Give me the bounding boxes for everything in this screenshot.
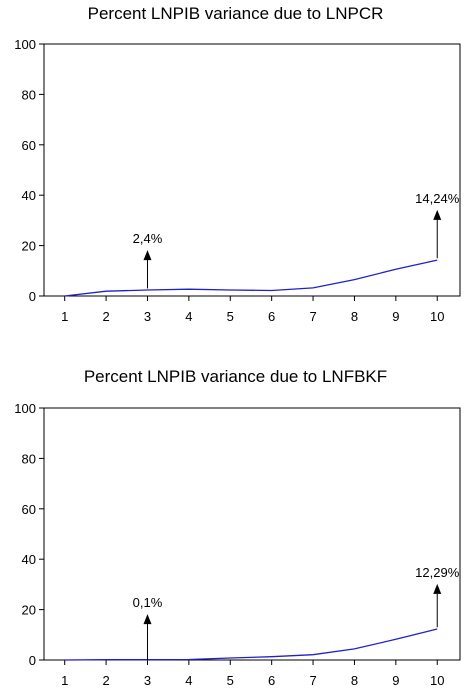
- annotation-label: 12,29%: [415, 565, 460, 580]
- y-tick-label: 80: [22, 87, 36, 102]
- x-tick-label: 3: [144, 309, 151, 324]
- x-tick-label: 5: [227, 309, 234, 324]
- y-tick-label: 100: [14, 37, 36, 52]
- annotation-arrow-head: [433, 583, 442, 594]
- chart-title-lnfbkf: Percent LNPIB variance due to LNFBKF: [83, 367, 388, 386]
- series-line: [64, 628, 438, 661]
- y-tick-label: 80: [22, 451, 36, 466]
- y-tick-label: 60: [22, 138, 36, 153]
- annotation-label: 14,24%: [415, 191, 460, 206]
- line-chart-lnpcr: 0 20 40 60 80 100 1 2 3 4 5 6 7 8 9 10 2,4% 14,24%: [14, 37, 461, 324]
- annotation-label: 0,1%: [133, 595, 163, 610]
- plot-frame: [43, 407, 461, 661]
- x-tick-label: 9: [392, 309, 399, 324]
- plot-frame: [43, 43, 461, 297]
- x-tick-label: 8: [351, 309, 358, 324]
- x-tick-label: 7: [309, 309, 316, 324]
- annotation-arrow-head: [433, 209, 442, 220]
- x-tick-label: 10: [430, 673, 444, 688]
- x-tick-label: 4: [185, 673, 192, 688]
- y-tick-label: 40: [22, 188, 36, 203]
- x-tick-label: 7: [309, 673, 316, 688]
- x-tick-label: 2: [102, 673, 109, 688]
- annotation-arrow-head: [143, 250, 152, 261]
- x-tick-label: 10: [430, 309, 444, 324]
- y-tick-label: 60: [22, 502, 36, 517]
- x-tick-label: 4: [185, 309, 192, 324]
- x-tick-label: 6: [268, 309, 275, 324]
- x-tick-label: 8: [351, 673, 358, 688]
- y-tick-label: 0: [29, 289, 36, 304]
- x-tick-label: 1: [61, 673, 68, 688]
- x-tick-label: 1: [61, 309, 68, 324]
- annotation-arrow-head: [143, 614, 152, 625]
- x-tick-label: 6: [268, 673, 275, 688]
- chart-title-lnpcr: Percent LNPIB variance due to LNPCR: [87, 4, 384, 23]
- y-tick-label: 40: [22, 552, 36, 567]
- y-tick-label: 20: [22, 603, 36, 618]
- y-tick-label: 0: [29, 653, 36, 668]
- x-tick-label: 3: [144, 673, 151, 688]
- x-tick-label: 2: [102, 309, 109, 324]
- series-line: [64, 259, 438, 297]
- line-chart-lnfbkf: 0 20 40 60 80 100 1 2 3 4 5 6 7 8 9 10 0,1% 12,29%: [14, 401, 461, 688]
- annotation-label: 2,4%: [133, 231, 163, 246]
- x-tick-label: 9: [392, 673, 399, 688]
- x-tick-label: 5: [227, 673, 234, 688]
- y-tick-label: 100: [14, 401, 36, 416]
- y-tick-label: 20: [22, 239, 36, 254]
